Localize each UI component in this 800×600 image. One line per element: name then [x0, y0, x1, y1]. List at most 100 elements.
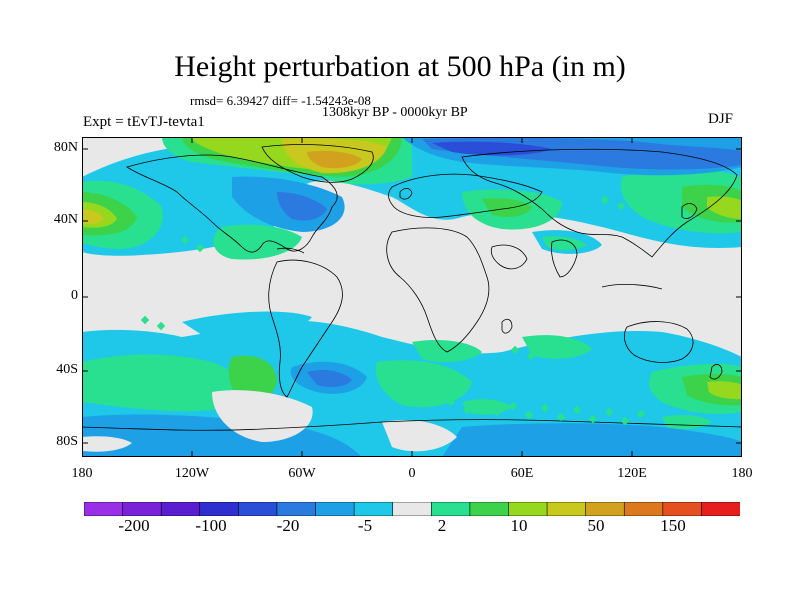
colorbar-swatch [469, 502, 510, 516]
contour-region [412, 340, 482, 363]
contour-region [522, 335, 592, 359]
lat-label-80s: 80S [56, 434, 78, 449]
uk-coast [399, 187, 413, 200]
asia-coast [461, 148, 738, 258]
contour-region [442, 423, 742, 457]
hatch-mark [620, 416, 630, 426]
hatch-mark [195, 243, 205, 253]
hatch-mark [526, 351, 536, 361]
hatch-mark [432, 390, 442, 400]
contour-region [212, 390, 313, 442]
contour-region [382, 420, 457, 452]
colorbar-swatch [430, 502, 471, 516]
hatch-mark [588, 414, 598, 424]
colorbar-swatch [662, 502, 703, 516]
hatch-mark [604, 407, 614, 417]
lon-label-180w: 180 [71, 466, 93, 481]
hatch-mark [540, 403, 550, 413]
period-label: 1308kyr BP - 0000kyr BP [322, 105, 468, 120]
colorbar-swatch [353, 502, 394, 516]
colorbar-swatch [315, 502, 355, 516]
lon-label-180e: 180 [731, 466, 753, 481]
colorbar-swatch [585, 502, 626, 516]
europe-coast [388, 173, 543, 218]
hatch-mark [446, 397, 456, 407]
hatch-mark [492, 407, 502, 417]
arabia-coast [490, 244, 528, 270]
colorbar-label: -200 [118, 516, 150, 535]
lon-label-60w: 60W [288, 466, 316, 481]
colorbar-swatch [508, 502, 548, 516]
lat-label-0: 0 [71, 288, 78, 303]
colorbar-label: -20 [276, 516, 300, 535]
contour-region [82, 436, 132, 452]
lon-label-120w: 120W [174, 466, 210, 481]
hatch-mark [156, 321, 166, 331]
map-plot [82, 137, 742, 457]
contour-region [82, 354, 243, 412]
hatch-mark [180, 235, 190, 245]
contour-region [277, 192, 327, 221]
colorbar-swatch [84, 502, 124, 516]
colorbar-swatch [199, 502, 240, 516]
hatch-mark [636, 409, 646, 419]
lat-label-40s: 40S [56, 362, 78, 377]
hatch-mark [410, 375, 420, 385]
colorbar-swatch [701, 502, 740, 516]
map-title: Height perturbation at 500 hPa (in m) [174, 50, 626, 83]
hatch-mark [140, 315, 150, 325]
contour-region [82, 209, 104, 224]
north-america-coast [126, 154, 338, 253]
nz-coast [709, 364, 723, 380]
hatch-mark [524, 410, 534, 420]
colorbar-swatch [392, 502, 433, 516]
madagascar-coast [501, 318, 513, 334]
contour-region [432, 141, 552, 156]
colorbar-label: 50 [587, 516, 605, 535]
season-label: DJF [708, 111, 734, 127]
south-america-coast [268, 259, 343, 398]
hatch-mark [462, 405, 472, 415]
hatch-mark [542, 345, 552, 355]
colorbar-swatch [238, 502, 278, 516]
colorbar-label: 150 [660, 516, 686, 535]
india-coast [551, 239, 578, 278]
hatch-mark [572, 405, 582, 415]
colorbar-label: 2 [437, 516, 447, 535]
colorbar [84, 502, 740, 516]
contour-region [307, 369, 352, 388]
australia-coast [623, 321, 694, 363]
colorbar-label: -100 [195, 516, 227, 535]
contour-region [182, 311, 312, 336]
contour-region [707, 381, 742, 400]
experiment-label: Expt = tEvTJ-tevta1 [83, 114, 205, 130]
contour-region [482, 198, 532, 217]
caribbean-coast [276, 247, 305, 254]
colorbar-swatch [546, 502, 587, 516]
indonesia-coast [601, 283, 663, 290]
hatch-mark [425, 367, 435, 377]
greenland-coast [261, 144, 374, 183]
hatch-mark [508, 401, 518, 411]
lat-label-40n: 40N [53, 212, 78, 227]
colorbar-swatch [623, 502, 664, 516]
contour-region [82, 414, 362, 457]
contour-region [213, 224, 302, 260]
rmsd-stats: rmsd= 6.39427 diff= -1.54243e-08 [190, 93, 371, 108]
contour-region [307, 150, 362, 169]
colorbar-label: -5 [357, 516, 373, 535]
colorbar-swatch [160, 502, 201, 516]
hatch-mark [556, 412, 566, 422]
lat-label-80n: 80N [53, 140, 78, 155]
colorbar-swatch [276, 502, 317, 516]
colorbar-label: 10 [510, 516, 528, 535]
colorbar-swatch [122, 502, 162, 516]
japan-coast [681, 203, 698, 219]
axis-ticks [82, 137, 742, 457]
hatch-mark [510, 345, 520, 355]
contour-region [542, 236, 587, 251]
lon-label-120e: 120E [617, 466, 647, 481]
lon-label-60e: 60E [510, 466, 534, 481]
hatch-mark [478, 397, 488, 407]
lon-label-0: 0 [408, 466, 416, 481]
